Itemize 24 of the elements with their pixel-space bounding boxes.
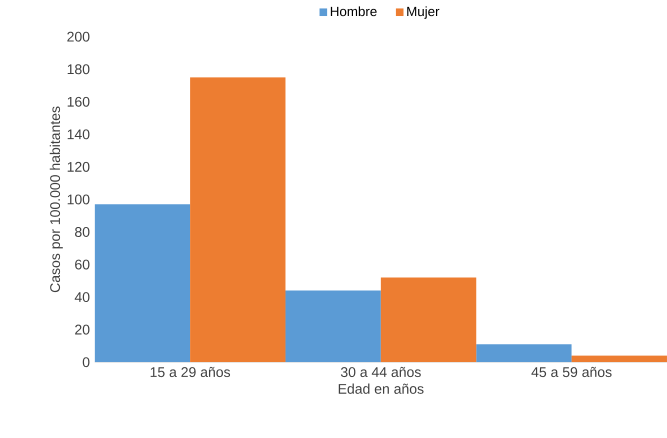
x-tick-label: 30 a 44 años [340, 366, 421, 377]
y-tick-label: 120 [68, 162, 90, 172]
y-tick-label: 160 [68, 96, 90, 107]
legend-label: Hombre [330, 6, 377, 16]
bar [572, 356, 667, 362]
y-tick-label: 80 [75, 226, 90, 237]
y-tick-label: 0 [82, 357, 90, 368]
x-axis-title: Edad en años [338, 383, 424, 394]
legend-label: Mujer [407, 6, 440, 19]
x-tick-label: 15 a 29 años [150, 366, 230, 377]
y-tick-label: 40 [74, 292, 90, 302]
y-tick-label: 60 [75, 259, 90, 270]
bar [285, 290, 381, 362]
y-tick-label: 200 [67, 32, 90, 42]
bar [380, 277, 476, 362]
y-tick-label: 180 [68, 64, 90, 74]
y-tick-label: 20 [75, 324, 90, 334]
y-axis-title: Casos por 100.000 habitantes [50, 106, 63, 292]
x-tick-label: 45 a 59 años [531, 366, 612, 377]
y-tick-label: 140 [68, 129, 90, 140]
bar [94, 204, 190, 362]
bar [190, 77, 286, 362]
y-tick-label: 100 [68, 194, 90, 204]
bar [476, 344, 572, 362]
